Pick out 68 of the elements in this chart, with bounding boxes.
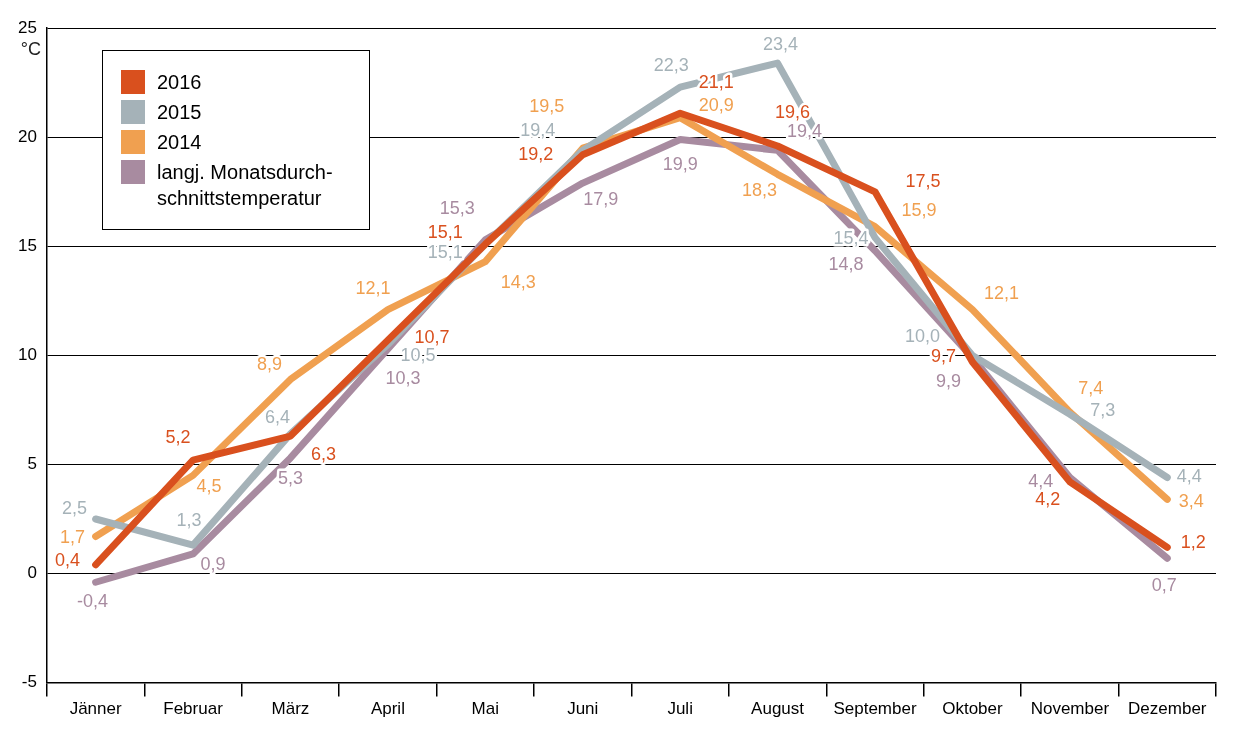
x-tick-label: September [833,699,917,719]
data-label: 17,5 [905,170,941,191]
x-tick-label: Juni [567,699,599,719]
x-tick-label: Mai [471,699,500,719]
data-label: 0,4 [55,549,81,570]
data-label: 7,4 [1078,378,1104,399]
x-tick-label: Jänner [69,699,122,719]
data-label: 2,5 [62,497,88,518]
data-label: 4,2 [1035,488,1061,509]
data-label: 1,2 [1180,532,1206,553]
data-label: 14,3 [500,271,536,292]
data-label: 10,0 [904,326,940,347]
data-label: 1,3 [176,510,202,531]
legend-label: 2014 [157,130,202,155]
data-label: 15,9 [901,199,937,220]
x-tick-label: Oktober [942,699,1004,719]
data-label: 12,1 [355,277,391,298]
data-label: 22,3 [653,55,689,76]
data-label: 19,6 [775,101,811,122]
data-label: 1,7 [60,527,86,548]
data-label: 6,3 [310,444,336,465]
data-label: 12,1 [983,282,1019,303]
data-label: -0,4 [77,591,109,612]
y-tick-label: 20 [17,126,37,146]
data-label: 5,3 [277,467,303,488]
data-label: 19,9 [662,154,698,175]
x-tick-label: Dezember [1128,699,1207,719]
data-label: 14,8 [828,253,864,274]
y-tick-label: -5 [21,672,37,692]
y-tick-label: 15 [17,236,37,256]
data-label: 15,3 [439,197,475,218]
data-label: 3,4 [1178,491,1204,512]
y-tick-label: 5 [27,454,37,474]
data-label: 5,2 [165,427,191,448]
legend-label: langj. Monatsdurch-schnittstemperatur [157,160,334,211]
x-tick-label: März [271,699,310,719]
data-label: 4,5 [196,476,222,497]
data-label: 15,1 [427,242,463,263]
data-label: 0,7 [1151,575,1177,596]
data-label: 21,1 [698,72,734,93]
data-label: 6,4 [264,406,290,427]
x-tick-label: April [370,699,405,719]
data-label: 4,4 [1176,465,1202,486]
data-label: 18,3 [742,180,778,201]
data-label: 20,9 [698,94,734,115]
data-label: 4,4 [1028,470,1054,491]
x-tick-label: Februar [163,699,224,719]
data-label: 17,9 [583,189,619,210]
data-label: 15,1 [427,222,463,243]
data-label: 9,9 [935,370,961,391]
data-label: 0,9 [200,553,226,574]
y-tick-label: 25 [17,17,37,37]
y-tick-label: 0 [27,563,37,583]
data-label: 10,7 [414,327,450,348]
data-label: 19,2 [518,143,554,164]
data-label: 10,3 [385,367,421,388]
data-label: 7,3 [1090,400,1116,421]
legend-label: 2015 [157,100,202,125]
x-tick-label: November [1030,699,1110,719]
data-label: 19,5 [529,96,565,117]
data-label: 8,9 [256,354,282,375]
legend-label: 2016 [157,70,202,95]
x-tick-label: Juli [667,699,693,719]
y-axis-title: °C [20,39,41,60]
data-label: 19,4 [520,120,556,141]
x-tick-label: August [751,699,805,719]
data-label: 23,4 [763,34,799,55]
y-tick-label: 10 [17,345,37,365]
